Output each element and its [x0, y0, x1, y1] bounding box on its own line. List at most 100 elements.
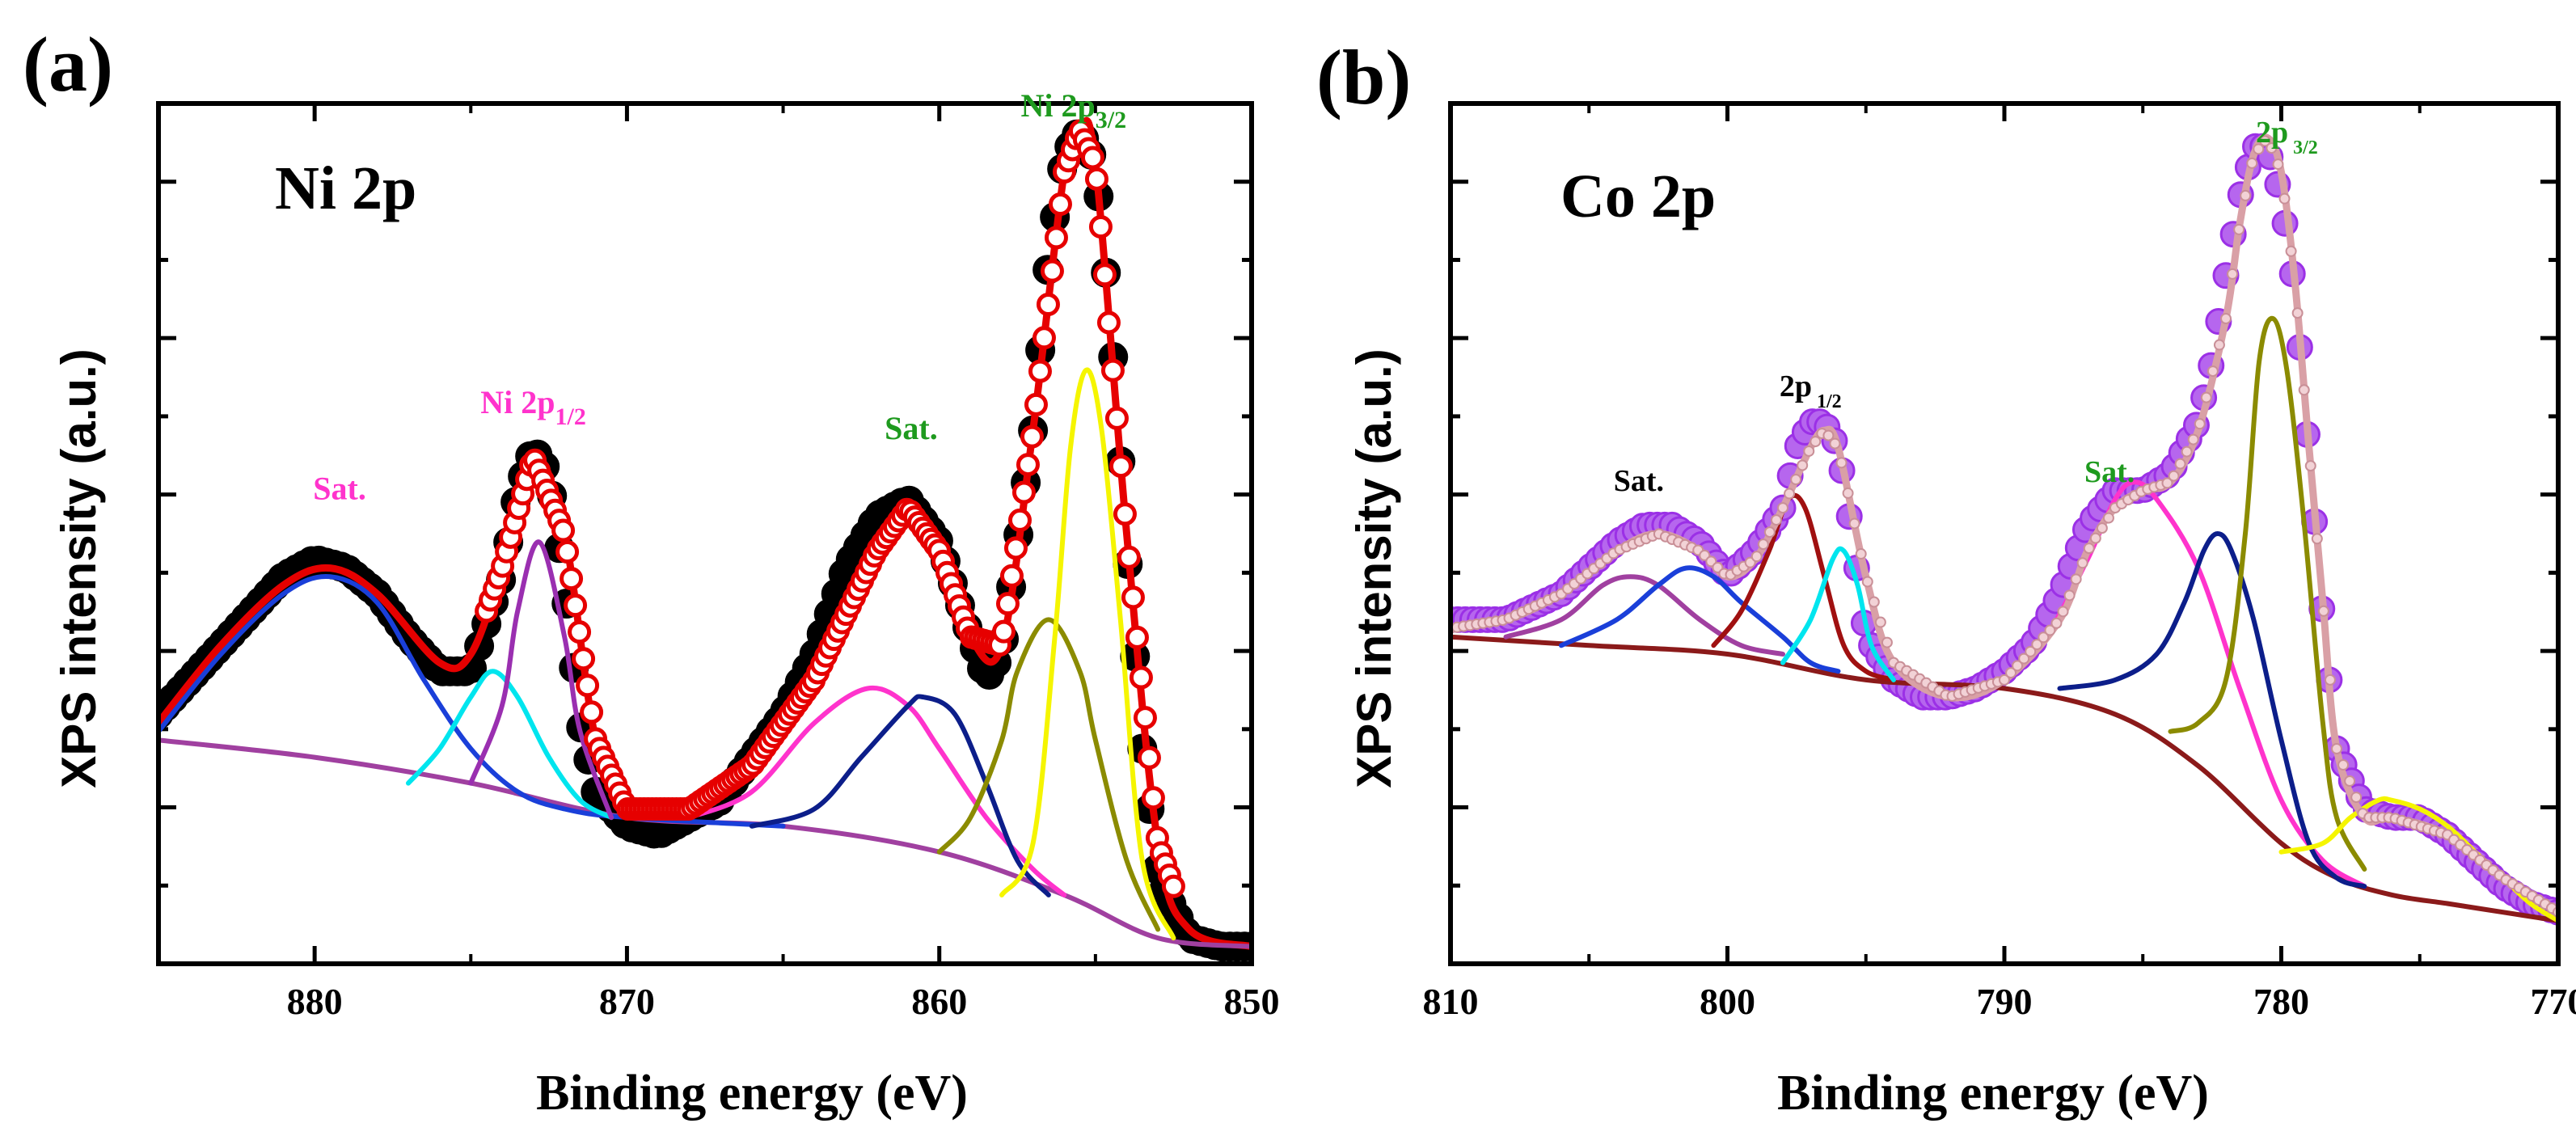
envelope-marker [2057, 606, 2069, 618]
envelope-marker [564, 593, 588, 618]
envelope-marker [1011, 480, 1036, 505]
envelope-marker [2025, 645, 2037, 657]
series-sat-fit-801-ev [1559, 565, 1841, 674]
envelope-marker [1100, 358, 1125, 382]
envelope-marker [1121, 585, 1145, 610]
envelope-marker [1810, 436, 1822, 448]
envelope-marker [1855, 548, 1867, 560]
envelope-marker [2311, 533, 2323, 545]
envelope-marker [2350, 792, 2363, 804]
envelope-marker [1829, 437, 1841, 450]
envelope-marker [1777, 502, 1788, 514]
envelope-marker [1874, 616, 1886, 628]
panel-b-x-tick-labels: 810 800 790 780 770 [1423, 981, 2576, 1022]
envelope-marker [2324, 674, 2336, 686]
envelope-marker [1790, 474, 1802, 486]
envelope-marker [1757, 538, 1769, 551]
envelope-marker [580, 700, 604, 724]
panel-a: (a) XPS intensity (a.u.) Binding energy … [23, 21, 1280, 1121]
panel-b-plot-area [1451, 133, 2558, 926]
annotation-sat: Sat. [313, 470, 366, 506]
panel-b-frame [1448, 101, 2561, 966]
envelope-marker [1028, 359, 1052, 383]
envelope-marker [1784, 488, 1796, 500]
envelope-marker [2076, 557, 2088, 569]
envelope-marker [2272, 158, 2284, 171]
envelope-marker [2233, 223, 2245, 235]
envelope-marker [2181, 446, 2193, 458]
envelope-marker [551, 518, 576, 543]
x-tick-label-800: 800 [1700, 981, 1755, 1022]
series-2p1-2-fit-795-8-ev [1780, 546, 1896, 682]
envelope-marker [2317, 605, 2329, 617]
panel-a-plot-area [158, 116, 1252, 962]
series-background [1451, 634, 2558, 923]
envelope-marker [2266, 142, 2278, 154]
envelope-marker [2291, 307, 2304, 319]
panel-a-x-tick-labels: 880 870 860 850 [287, 981, 1280, 1022]
envelope-marker [2070, 573, 2082, 585]
envelope-marker [1770, 514, 1782, 526]
annotation-2p-3-2: 2p 3/2 [2256, 116, 2318, 158]
x-tick-label-860: 860 [911, 981, 967, 1022]
envelope-marker [1129, 665, 1153, 690]
envelope-marker [1003, 536, 1028, 560]
envelope-marker [2089, 532, 2101, 544]
envelope-marker [1137, 745, 1161, 770]
envelope-marker [2050, 617, 2063, 629]
envelope-marker [2253, 143, 2265, 155]
envelope-marker [2227, 268, 2239, 280]
envelope-marker [999, 564, 1024, 588]
envelope-marker [1881, 636, 1893, 648]
panel-b-label: (b) [1316, 34, 1411, 120]
envelope-open-markers [475, 119, 1185, 898]
envelope-marker [1092, 263, 1117, 287]
envelope-marker [2259, 135, 2271, 147]
panel-a-annotations: Ni 2p3/2 Ni 2p1/2 Sat. Sat. [313, 87, 1126, 506]
x-tick-label-790: 790 [1977, 981, 2033, 1022]
x-tick-label-870: 870 [599, 981, 655, 1022]
series-layer [1451, 133, 2558, 926]
envelope-marker [2194, 418, 2206, 430]
series-ni-2p3-2-fit-856-5-ev [936, 617, 1161, 932]
envelope-marker [2200, 391, 2212, 403]
envelope-marker [2168, 470, 2180, 482]
series-2p3-2-fit-780-3-ev [2168, 315, 2367, 872]
envelope-marker [1141, 786, 1165, 810]
series-sat-fit-803-5-ev [1503, 574, 1785, 657]
envelope-marker [2278, 192, 2291, 205]
envelope-marker [2213, 339, 2225, 351]
envelope-marker [1080, 146, 1104, 170]
envelope-marker [1016, 453, 1040, 477]
envelope-marker [2220, 313, 2232, 324]
envelope-marker [2063, 589, 2076, 602]
envelope-marker [995, 592, 1020, 616]
envelope-marker [1133, 706, 1157, 730]
envelope-marker [991, 619, 1016, 644]
envelope-marker [2038, 631, 2050, 644]
envelope-marker [2096, 522, 2108, 534]
envelope-marker [1861, 576, 1873, 588]
panel-a-y-axis-label: XPS intensity (a.u.) [52, 348, 106, 788]
envelope-marker [1084, 167, 1109, 191]
panel-a-frame [156, 101, 1254, 966]
envelope-marker [568, 620, 592, 644]
envelope-marker [1803, 445, 1815, 457]
envelope-marker [2304, 460, 2316, 472]
envelope-marker [1109, 454, 1133, 479]
envelope-marker [1024, 392, 1048, 416]
envelope-open-markers [1451, 135, 2558, 919]
envelope-marker [1999, 674, 2010, 686]
panel-a-label: (a) [23, 21, 113, 108]
envelope-marker [1835, 457, 1848, 469]
envelope-marker [2005, 667, 2017, 679]
x-tick-label-770: 770 [2531, 981, 2576, 1022]
envelope-marker [2344, 775, 2356, 788]
envelope-marker [1040, 259, 1064, 283]
envelope-marker [2187, 433, 2199, 446]
annotation-sat: Sat. [1614, 464, 1664, 498]
envelope-marker [1763, 526, 1776, 538]
envelope-marker [1088, 215, 1113, 239]
panel-b-x-axis-label: Binding energy (eV) [1777, 1066, 2209, 1121]
envelope-marker [2018, 652, 2030, 665]
